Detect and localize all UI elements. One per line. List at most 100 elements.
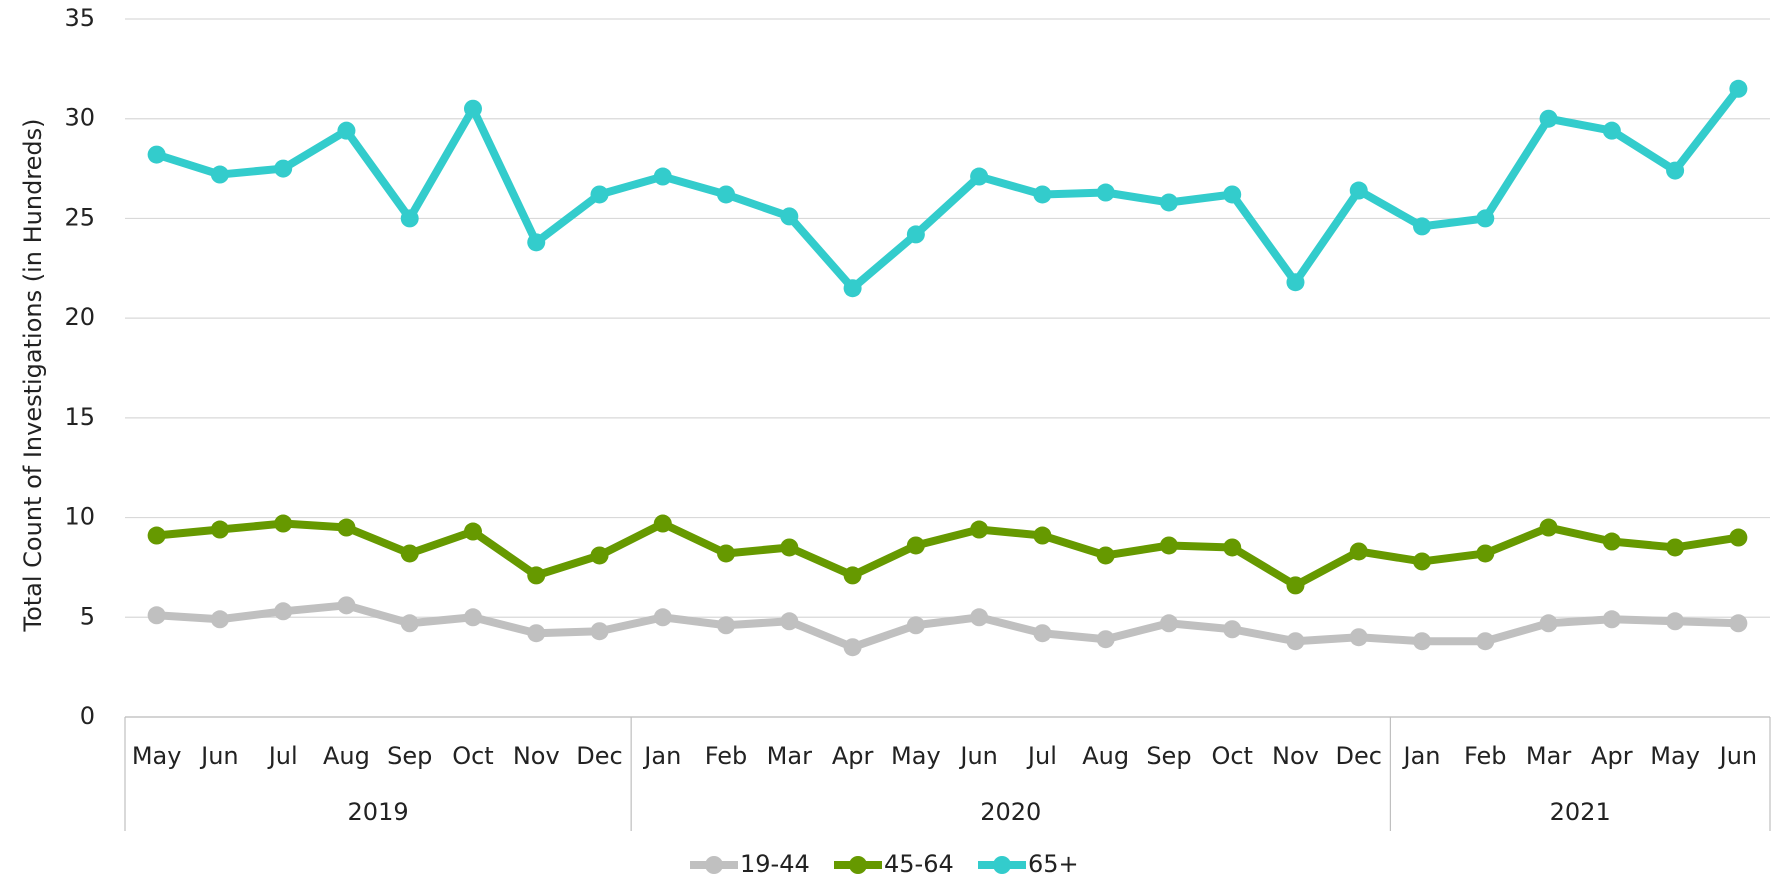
- data-point: [780, 538, 799, 557]
- data-point: [590, 546, 609, 565]
- data-point: [843, 638, 862, 657]
- data-point: [527, 566, 546, 585]
- x-group-label: 2019: [348, 798, 409, 826]
- x-tick-label: Jul: [1026, 742, 1057, 770]
- legend-marker: [849, 856, 867, 874]
- x-tick-label: May: [1650, 742, 1700, 770]
- data-point: [1602, 610, 1621, 629]
- x-tick-label: Dec: [1336, 742, 1382, 770]
- data-point: [1096, 183, 1115, 202]
- x-tick-label: May: [132, 742, 182, 770]
- x-tick-label: Jun: [958, 742, 998, 770]
- data-point: [653, 514, 672, 533]
- data-point: [1476, 632, 1495, 651]
- data-point: [843, 566, 862, 585]
- data-point: [1729, 528, 1748, 547]
- data-point: [210, 610, 229, 629]
- data-point: [1033, 624, 1052, 643]
- x-tick-label: Dec: [576, 742, 622, 770]
- data-point: [590, 185, 609, 204]
- data-point: [400, 614, 419, 633]
- y-tick-label: 5: [80, 602, 95, 630]
- x-tick-label: Jun: [199, 742, 239, 770]
- x-tick-label: Nov: [1272, 742, 1319, 770]
- x-tick-label: Feb: [705, 742, 748, 770]
- data-point: [1096, 630, 1115, 649]
- data-point: [1413, 632, 1432, 651]
- data-point: [1666, 538, 1685, 557]
- x-tick-label: Jul: [267, 742, 298, 770]
- y-tick-label: 20: [64, 303, 95, 331]
- x-tick-label: Oct: [452, 742, 494, 770]
- data-point: [590, 622, 609, 641]
- data-point: [906, 616, 925, 635]
- x-tick-label: Mar: [767, 742, 812, 770]
- legend-label: 45-64: [884, 850, 954, 878]
- data-point: [1349, 542, 1368, 561]
- data-point: [1033, 185, 1052, 204]
- data-point: [1729, 79, 1748, 98]
- data-point: [463, 522, 482, 541]
- data-point: [653, 167, 672, 186]
- data-point: [1413, 217, 1432, 236]
- data-point: [717, 544, 736, 563]
- data-point: [1223, 185, 1242, 204]
- x-tick-label: Feb: [1464, 742, 1507, 770]
- data-point: [337, 121, 356, 140]
- data-point: [1223, 620, 1242, 639]
- data-point: [1476, 544, 1495, 563]
- data-point: [1286, 576, 1305, 595]
- data-point: [843, 279, 862, 298]
- y-tick-label: 10: [64, 503, 95, 531]
- data-point: [1349, 181, 1368, 200]
- data-point: [1413, 552, 1432, 571]
- x-tick-label: Nov: [513, 742, 560, 770]
- data-point: [1349, 628, 1368, 647]
- data-point: [1159, 536, 1178, 555]
- legend-marker: [993, 856, 1011, 874]
- legend-marker: [705, 856, 723, 874]
- data-point: [1223, 538, 1242, 557]
- x-tick-label: Sep: [387, 742, 432, 770]
- y-tick-label: 0: [80, 702, 95, 730]
- x-tick-label: Jun: [1718, 742, 1758, 770]
- data-point: [527, 624, 546, 643]
- data-point: [780, 207, 799, 226]
- data-point: [970, 167, 989, 186]
- x-tick-label: Aug: [1082, 742, 1129, 770]
- x-tick-label: Oct: [1211, 742, 1253, 770]
- y-axis-label: Total Count of Investigations (in Hundre…: [19, 118, 47, 632]
- data-point: [1096, 546, 1115, 565]
- data-point: [970, 520, 989, 539]
- x-tick-label: Apr: [1591, 742, 1633, 770]
- data-point: [463, 99, 482, 118]
- y-tick-label: 30: [64, 104, 95, 132]
- legend-label: 19-44: [740, 850, 810, 878]
- x-group-label: 2021: [1550, 798, 1611, 826]
- data-point: [337, 518, 356, 537]
- y-tick-label: 25: [64, 203, 95, 231]
- data-point: [1539, 518, 1558, 537]
- data-point: [210, 520, 229, 539]
- series-line: [156, 519, 1739, 590]
- data-point: [717, 616, 736, 635]
- data-point: [147, 526, 166, 545]
- data-point: [1602, 532, 1621, 551]
- series-line: [156, 601, 1739, 652]
- x-tick-label: Jan: [1402, 742, 1441, 770]
- data-point: [1476, 209, 1495, 228]
- data-point: [717, 185, 736, 204]
- data-point: [400, 209, 419, 228]
- data-point: [653, 608, 672, 627]
- data-point: [1539, 109, 1558, 128]
- legend-label: 65+: [1028, 850, 1079, 878]
- data-point: [274, 514, 293, 533]
- data-point: [906, 536, 925, 555]
- data-point: [274, 159, 293, 178]
- x-tick-label: Aug: [323, 742, 370, 770]
- data-point: [1539, 614, 1558, 633]
- data-point: [970, 608, 989, 627]
- data-point: [780, 612, 799, 631]
- series-line: [155, 86, 1742, 293]
